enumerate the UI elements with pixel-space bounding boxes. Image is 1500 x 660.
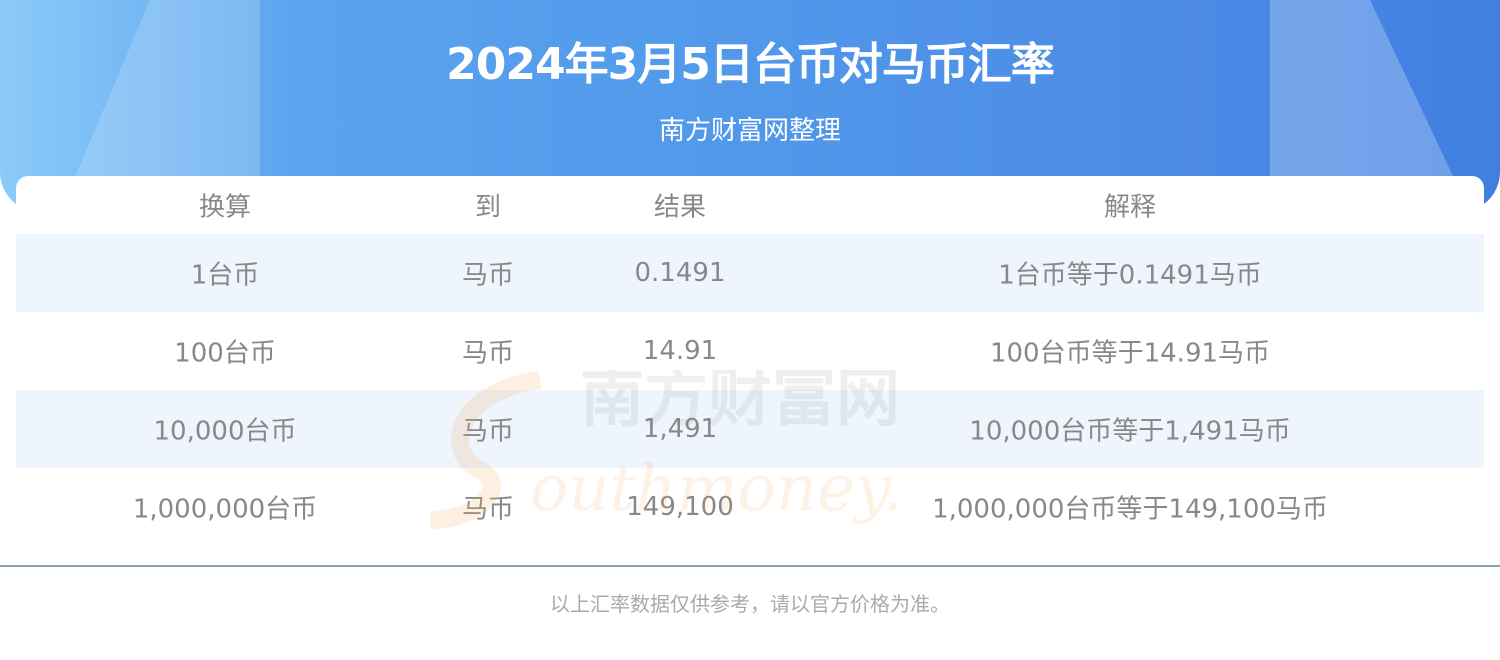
result-cell: 1,491	[642, 414, 718, 444]
column-header: 解释	[1103, 192, 1157, 223]
result-cell: 149,100	[626, 492, 734, 522]
explanation-cell: 100台币等于14.91马币	[989, 338, 1271, 369]
target-cell: 马币	[461, 338, 515, 369]
explanation-cell: 1台币等于0.1491马币	[998, 260, 1262, 291]
column-header: 结果	[653, 192, 707, 223]
amount-cell: 1台币	[190, 260, 260, 291]
amount-cell: 10,000台币	[153, 416, 297, 447]
target-cell: 马币	[461, 494, 515, 525]
table-row: 1,000,000台币 马币 149,100 1,000,000台币等于149,…	[16, 468, 1484, 546]
rate-table: 换算 到 结果 解释 1台币 马币 0.1491 1台币等于0.1491马币 1…	[16, 176, 1484, 556]
table-row: 100台币 马币 14.91 100台币等于14.91马币	[16, 312, 1484, 390]
amount-cell: 100台币	[174, 338, 276, 369]
footer-divider	[0, 565, 1500, 567]
explanation-cell: 10,000台币等于1,491马币	[969, 416, 1291, 447]
target-cell: 马币	[461, 416, 515, 447]
amount-cell: 1,000,000台币	[132, 494, 318, 525]
table-row: 1台币 马币 0.1491 1台币等于0.1491马币	[16, 234, 1484, 312]
column-header: 换算	[198, 192, 252, 223]
result-cell: 0.1491	[634, 258, 726, 288]
disclaimer-note: 以上汇率数据仅供参考，请以官方价格为准。	[550, 592, 950, 616]
table-header: 换算 到 结果 解释	[16, 176, 1484, 234]
page-subtitle: 南方财富网整理	[658, 116, 841, 146]
explanation-cell: 1,000,000台币等于149,100马币	[932, 494, 1328, 525]
column-header: 到	[474, 192, 502, 223]
page-title: 2024年3月5日台币对马币汇率	[446, 39, 1055, 90]
target-cell: 马币	[461, 260, 515, 291]
result-cell: 14.91	[642, 336, 718, 366]
table-row: 10,000台币 马币 1,491 10,000台币等于1,491马币	[16, 390, 1484, 468]
